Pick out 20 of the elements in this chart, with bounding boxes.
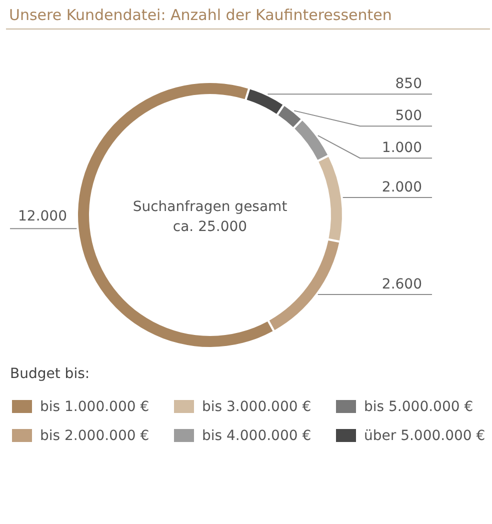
donut-slice [269,240,340,330]
text: Suchanfragen gesamt [132,199,288,215]
legend-label: bis 4.000.000 € [202,428,312,444]
text: ca. 25.000 [172,219,248,235]
legend-label: bis 3.000.000 € [202,399,312,415]
data-label: 500 [395,108,422,124]
legend-label: bis 5.000.000 € [364,399,474,415]
legend-label: über 5.000.000 € [364,428,486,444]
data-label: 1.000 [382,140,422,156]
legend-label: bis 2.000.000 € [40,428,150,444]
data-label: 2.600 [382,276,422,292]
chart-title: Unsere Kundendatei: Anzahl der Kaufinteressenten [9,6,392,24]
data-label: 2.000 [382,180,422,196]
legend-title: Budget bis: [10,366,90,382]
donut-slice [294,120,328,160]
data-label: 850 [395,76,422,92]
data-label: 12.000 [18,208,67,225]
legend-label: bis 1.000.000 € [40,399,150,415]
donut-slice [318,156,342,241]
donut-slice [278,106,301,128]
